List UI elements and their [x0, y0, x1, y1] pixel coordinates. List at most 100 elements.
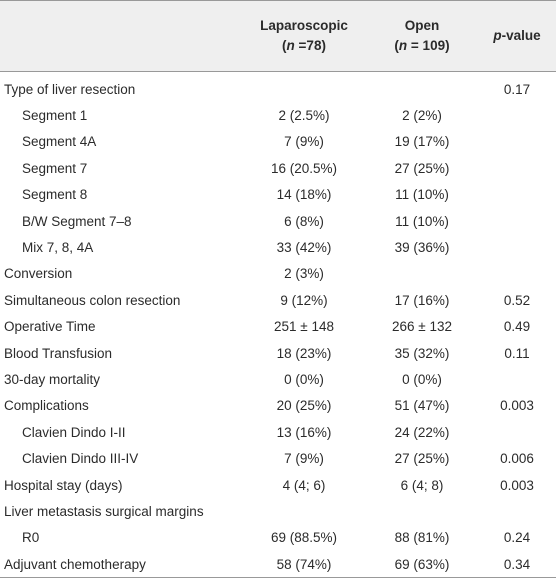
header-text: n [398, 38, 408, 53]
header-text: p [493, 28, 502, 43]
cell: 0 (0%) [284, 371, 324, 387]
table-row: Adjuvant chemotherapy 58 (74%) 69 (63%) 0.3… [0, 551, 556, 578]
table-row: 30-day mortality 0 (0%) 0 (0%) [0, 366, 556, 392]
cell: 24 (22%) [394, 424, 450, 440]
row-label: Blood Transfusion [4, 345, 113, 361]
cell [478, 208, 556, 234]
table-row: Operative Time 251 ± 148 266 ± 132 0.49 [0, 314, 556, 340]
cell: 4 (4; 6) [282, 477, 326, 493]
cell: 2 (2.5%) [278, 108, 330, 124]
table-row: Clavien Dindo I-II 13 (16%) 24 (22%) [0, 419, 556, 445]
header-cell: p-value [478, 0, 556, 72]
cell: 39 (36%) [394, 240, 450, 256]
table-header: Laparoscopic (n =78) Open (n = 109) p-value [0, 0, 556, 72]
cell: 18 (23%) [276, 345, 332, 361]
cell: 0.24 [503, 530, 531, 546]
row-label: 30-day mortality [4, 371, 101, 387]
table-row: Complications 20 (25%) 51 (47%) 0.003 [0, 393, 556, 419]
cell: 0 (0%) [402, 371, 442, 387]
cell [478, 419, 556, 445]
cell [478, 261, 556, 287]
row-label: R0 [22, 530, 40, 546]
header-text: -value [501, 28, 541, 43]
cell: 13 (16%) [276, 424, 332, 440]
table-body: Type of liver resection 0.17 Segment 1 2 (2… [0, 72, 556, 578]
row-label: Segment 7 [22, 160, 88, 176]
cell: 0.006 [500, 451, 534, 467]
cell: 0.11 [504, 345, 530, 361]
cell: 6 (8%) [284, 213, 324, 229]
cell [366, 498, 478, 524]
cell [242, 72, 366, 103]
table-row: Liver metastasis surgical margins [0, 498, 556, 524]
row-label: Complications [4, 398, 89, 414]
table-row: R0 69 (88.5%) 88 (81%) 0.24 [0, 525, 556, 551]
cell: 0.003 [500, 398, 534, 414]
header-line: Open [366, 16, 478, 36]
cell: 19 (17%) [394, 134, 450, 150]
row-label: Segment 4A [22, 134, 97, 150]
cell: 11 (10%) [395, 187, 449, 203]
row-label: Type of liver resection [4, 81, 136, 97]
cell: 69 (88.5%) [270, 530, 338, 546]
cell [366, 72, 478, 103]
header-cell: Laparoscopic (n =78) [242, 0, 366, 72]
row-label: Hospital stay (days) [4, 477, 123, 493]
cell: 0.49 [503, 319, 531, 335]
cell: 27 (25%) [394, 160, 450, 176]
header-row: Laparoscopic (n =78) Open (n = 109) p-value [0, 0, 556, 72]
header-cell [0, 0, 242, 72]
cell: 7 (9%) [284, 451, 324, 467]
table-row: Clavien Dindo III-IV 7 (9%) 27 (25%) 0.006 [0, 445, 556, 471]
cell: 6 (4; 8) [400, 477, 444, 493]
table-row: Type of liver resection 0.17 [0, 72, 556, 103]
row-label: Simultaneous colon resection [4, 292, 181, 308]
header-cell: Open (n = 109) [366, 0, 478, 72]
cell: 58 (74%) [276, 556, 332, 572]
cell [478, 234, 556, 260]
table-row: Conversion 2 (3%) [0, 261, 556, 287]
row-label: B/W Segment 7–8 [22, 213, 132, 229]
cell: 0.003 [500, 477, 534, 493]
row-label: Clavien Dindo I-II [22, 424, 126, 440]
row-label: Operative Time [4, 319, 96, 335]
cell [478, 102, 556, 128]
header-line: p-value [478, 26, 556, 46]
row-label: Clavien Dindo III-IV [22, 451, 139, 467]
cell [242, 498, 366, 524]
cell: 33 (42%) [276, 240, 332, 256]
cell: 88 (81%) [394, 530, 450, 546]
header-text: =78) [294, 38, 326, 53]
table-row: Mix 7, 8, 4A 33 (42%) 39 (36%) [0, 234, 556, 260]
row-label: Mix 7, 8, 4A [22, 240, 94, 256]
header-text: ( [282, 38, 287, 53]
table-row: Segment 4A 7 (9%) 19 (17%) [0, 129, 556, 155]
cell: 2 (2%) [402, 108, 442, 124]
header-text: Open [404, 18, 440, 33]
cell: 0.52 [503, 292, 531, 308]
table-row: Segment 8 14 (18%) 11 (10%) [0, 182, 556, 208]
table-row: Blood Transfusion 18 (23%) 35 (32%) 0.11 [0, 340, 556, 366]
cell: 35 (32%) [394, 345, 450, 361]
header-line: (n =78) [242, 36, 366, 56]
table-row: Hospital stay (days) 4 (4; 6) 6 (4; 8) 0.00… [0, 472, 556, 498]
cell: 51 (47%) [394, 398, 450, 414]
cell: 7 (9%) [284, 134, 324, 150]
cell: 0.17 [503, 81, 531, 97]
cell [478, 498, 556, 524]
header-text: = 109) [407, 38, 450, 53]
table-row: Segment 1 2 (2.5%) 2 (2%) [0, 102, 556, 128]
cell [366, 261, 478, 287]
cell: 11 (10%) [395, 213, 449, 229]
header-line: (n = 109) [366, 36, 478, 56]
cell [478, 155, 556, 181]
header-text: Laparoscopic [260, 18, 348, 33]
cell: 16 (20.5%) [270, 160, 338, 176]
cell: 14 (18%) [276, 187, 332, 203]
table-row: Segment 7 16 (20.5%) 27 (25%) [0, 155, 556, 181]
cell [478, 129, 556, 155]
row-label: Liver metastasis surgical margins [4, 503, 204, 519]
cell: 20 (25%) [276, 398, 332, 414]
